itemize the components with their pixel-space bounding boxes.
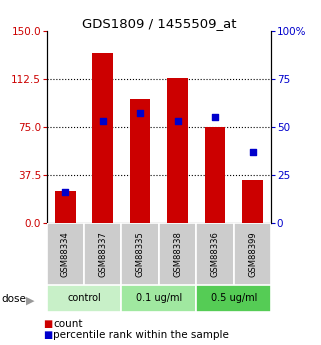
Bar [196, 285, 271, 312]
Text: 0.1 ug/ml: 0.1 ug/ml [136, 294, 182, 303]
Point [100, 118, 105, 124]
Bar [242, 180, 263, 223]
Text: percentile rank within the sample: percentile rank within the sample [53, 330, 229, 339]
Text: ▶: ▶ [26, 295, 35, 305]
Bar [159, 223, 196, 285]
Bar [47, 223, 84, 285]
Bar [234, 223, 271, 285]
Bar [47, 285, 121, 312]
Bar [121, 223, 159, 285]
Text: GSM88334: GSM88334 [61, 231, 70, 277]
Text: control: control [67, 294, 101, 303]
Bar [55, 190, 75, 223]
Text: GSM88337: GSM88337 [98, 231, 107, 277]
Point [250, 149, 255, 155]
Bar [167, 78, 188, 223]
Text: GSM88338: GSM88338 [173, 231, 182, 277]
Text: dose: dose [2, 294, 26, 304]
Bar [84, 223, 121, 285]
Point [63, 189, 68, 195]
Text: ■: ■ [43, 319, 53, 328]
Text: GSM88399: GSM88399 [248, 231, 257, 277]
Bar [92, 53, 113, 223]
Bar [130, 99, 151, 223]
Text: count: count [53, 319, 82, 328]
Text: GSM88336: GSM88336 [211, 231, 220, 277]
Bar [121, 285, 196, 312]
Point [175, 118, 180, 124]
Text: ■: ■ [43, 330, 53, 339]
Point [138, 111, 143, 116]
Text: GSM88335: GSM88335 [136, 231, 145, 277]
Text: 0.5 ug/ml: 0.5 ug/ml [211, 294, 257, 303]
Title: GDS1809 / 1455509_at: GDS1809 / 1455509_at [82, 17, 236, 30]
Bar [196, 223, 234, 285]
Bar [205, 127, 225, 223]
Point [213, 115, 218, 120]
